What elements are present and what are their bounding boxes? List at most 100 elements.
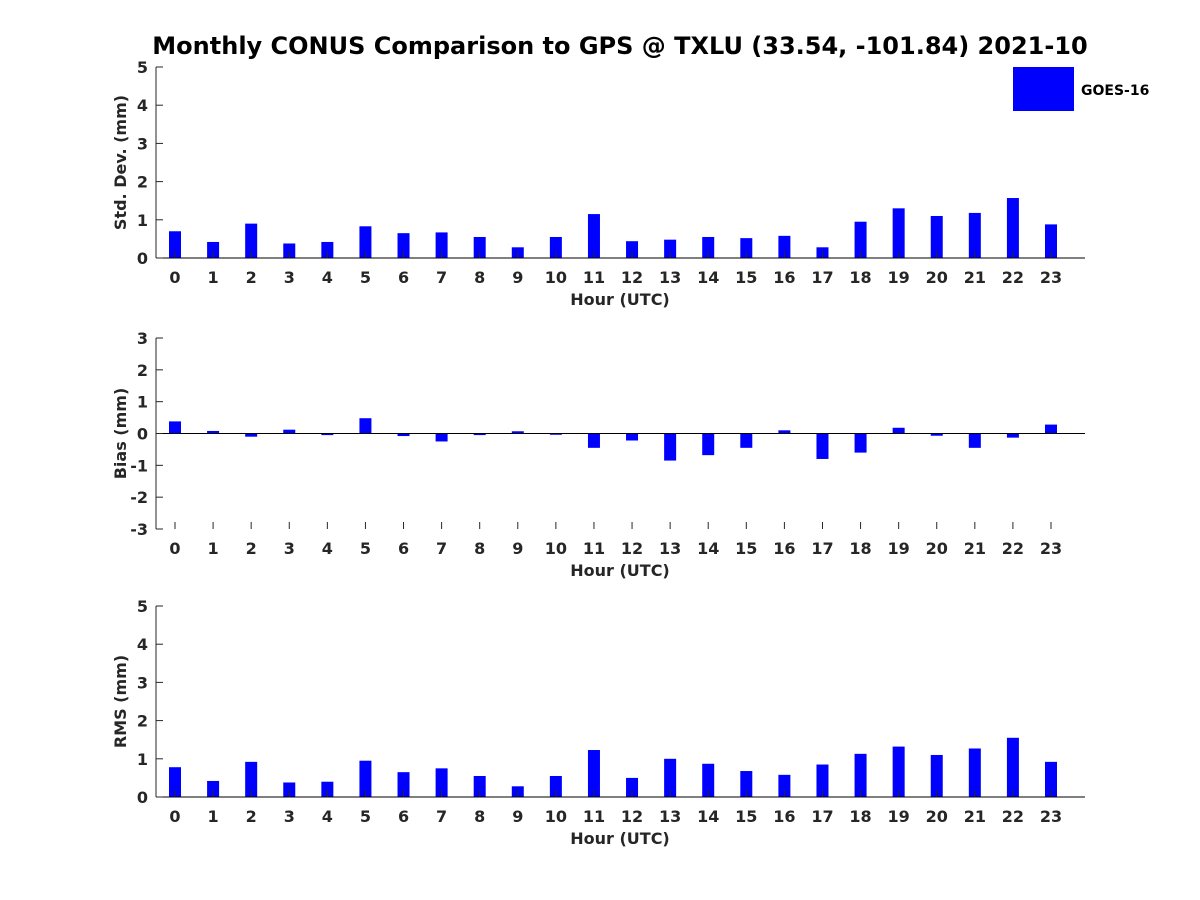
bar-rms-hour-3 bbox=[283, 782, 296, 797]
std-x-tick-label: 3 bbox=[284, 268, 295, 287]
bar-rms-hour-17 bbox=[816, 764, 829, 797]
std-y-tick-label: 0 bbox=[137, 249, 148, 268]
std-y-tick-label: 3 bbox=[137, 134, 148, 153]
bar-rms-hour-0 bbox=[169, 767, 181, 797]
bar-bias-hour-14 bbox=[702, 433, 715, 456]
bar-rms-hour-18 bbox=[854, 753, 867, 797]
std-y-tick-label: 5 bbox=[137, 58, 148, 77]
bar-rms-hour-19 bbox=[892, 746, 905, 797]
bar-std-hour-22 bbox=[1006, 198, 1019, 258]
rms-x-tick-label: 0 bbox=[169, 807, 180, 826]
std-x-tick-label: 5 bbox=[360, 268, 371, 287]
std-x-tick-label: 21 bbox=[964, 268, 986, 287]
bar-std-hour-16 bbox=[778, 235, 791, 258]
bar-std-hour-7 bbox=[435, 232, 448, 258]
std-x-tick-label: 22 bbox=[1002, 268, 1024, 287]
bar-bias-hour-21 bbox=[968, 433, 981, 448]
bias-x-tick-label: 4 bbox=[322, 539, 333, 558]
rms-x-tick-label: 12 bbox=[621, 807, 643, 826]
std-x-tick-label: 1 bbox=[208, 268, 219, 287]
bar-bias-hour-13 bbox=[664, 433, 677, 461]
bar-bias-hour-5 bbox=[359, 418, 372, 434]
bar-bias-hour-17 bbox=[816, 433, 829, 459]
bar-std-hour-1 bbox=[207, 241, 220, 258]
std-x-tick-label: 7 bbox=[436, 268, 447, 287]
bar-bias-hour-18 bbox=[854, 433, 867, 453]
bar-bias-hour-19 bbox=[892, 427, 905, 434]
bar-bias-hour-6 bbox=[397, 433, 410, 437]
legend: GOES-16 bbox=[1013, 67, 1149, 111]
bias-x-tick-label: 20 bbox=[926, 539, 948, 558]
bias-y-tick-label: 3 bbox=[137, 329, 148, 348]
bias-x-tick-label: 3 bbox=[284, 539, 295, 558]
bar-std-hour-8 bbox=[473, 236, 486, 258]
bias-x-tick-label: 12 bbox=[621, 539, 643, 558]
bias-x-tick-label: 2 bbox=[246, 539, 257, 558]
bias-x-tick-label: 8 bbox=[474, 539, 485, 558]
std-x-tick-label: 20 bbox=[926, 268, 948, 287]
bar-rms-hour-22 bbox=[1006, 737, 1019, 797]
bias-y-tick-label: -2 bbox=[130, 488, 148, 507]
bar-std-hour-0 bbox=[169, 231, 181, 258]
std-y-tick-label: 4 bbox=[137, 96, 148, 115]
rms-x-tick-label: 19 bbox=[888, 807, 910, 826]
bar-rms-hour-13 bbox=[664, 758, 677, 797]
bar-bias-hour-1 bbox=[207, 430, 220, 434]
bar-std-hour-12 bbox=[626, 241, 639, 258]
bar-rms-hour-23 bbox=[1045, 761, 1057, 797]
bar-std-hour-2 bbox=[245, 223, 258, 258]
bar-bias-hour-9 bbox=[511, 431, 524, 434]
bar-bias-hour-0 bbox=[169, 421, 181, 434]
bar-std-hour-10 bbox=[549, 236, 562, 258]
bias-y-tick-label: 0 bbox=[137, 425, 148, 444]
bar-std-hour-6 bbox=[397, 233, 410, 258]
std-x-tick-label: 14 bbox=[697, 268, 719, 287]
bar-bias-hour-23 bbox=[1045, 424, 1057, 434]
rms-x-tick-label: 9 bbox=[512, 807, 523, 826]
bias-x-label: Hour (UTC) bbox=[570, 561, 670, 580]
bar-rms-hour-5 bbox=[359, 760, 372, 797]
bar-rms-hour-8 bbox=[473, 775, 486, 797]
bias-y-tick-label: 1 bbox=[137, 393, 148, 412]
bar-bias-hour-16 bbox=[778, 430, 791, 434]
bar-bias-hour-4 bbox=[321, 433, 334, 436]
rms-x-tick-label: 21 bbox=[964, 807, 986, 826]
rms-x-tick-label: 23 bbox=[1040, 807, 1062, 826]
bar-bias-hour-22 bbox=[1006, 433, 1019, 438]
bias-x-tick-label: 15 bbox=[735, 539, 757, 558]
std-x-tick-label: 13 bbox=[659, 268, 681, 287]
bar-bias-hour-2 bbox=[245, 433, 258, 437]
bar-rms-hour-12 bbox=[626, 777, 639, 797]
bar-bias-hour-20 bbox=[930, 433, 943, 436]
bias-y-tick-label: 2 bbox=[137, 361, 148, 380]
rms-x-tick-label: 10 bbox=[545, 807, 567, 826]
rms-x-tick-label: 11 bbox=[583, 807, 605, 826]
std-x-tick-label: 18 bbox=[849, 268, 871, 287]
rms-x-tick-label: 16 bbox=[773, 807, 795, 826]
rms-x-tick-label: 13 bbox=[659, 807, 681, 826]
std-x-tick-label: 23 bbox=[1040, 268, 1062, 287]
bar-std-hour-11 bbox=[587, 214, 600, 258]
bias-x-tick-label: 21 bbox=[964, 539, 986, 558]
rms-x-tick-label: 1 bbox=[208, 807, 219, 826]
rms-x-tick-label: 22 bbox=[1002, 807, 1024, 826]
bar-std-hour-15 bbox=[740, 238, 753, 258]
std-x-tick-label: 6 bbox=[398, 268, 409, 287]
bias-x-tick-label: 9 bbox=[512, 539, 523, 558]
std-x-tick-label: 17 bbox=[811, 268, 833, 287]
bar-bias-hour-15 bbox=[740, 433, 753, 448]
bar-std-hour-19 bbox=[892, 208, 905, 258]
bias-x-tick-label: 1 bbox=[208, 539, 219, 558]
chart-title: Monthly CONUS Comparison to GPS @ TXLU (… bbox=[152, 32, 1087, 60]
bar-rms-hour-16 bbox=[778, 774, 791, 797]
rms-x-tick-label: 17 bbox=[811, 807, 833, 826]
rms-y-tick-label: 3 bbox=[137, 673, 148, 692]
bias-x-tick-label: 19 bbox=[888, 539, 910, 558]
bias-x-tick-label: 22 bbox=[1002, 539, 1024, 558]
bias-x-tick-label: 14 bbox=[697, 539, 719, 558]
rms-x-tick-label: 5 bbox=[360, 807, 371, 826]
